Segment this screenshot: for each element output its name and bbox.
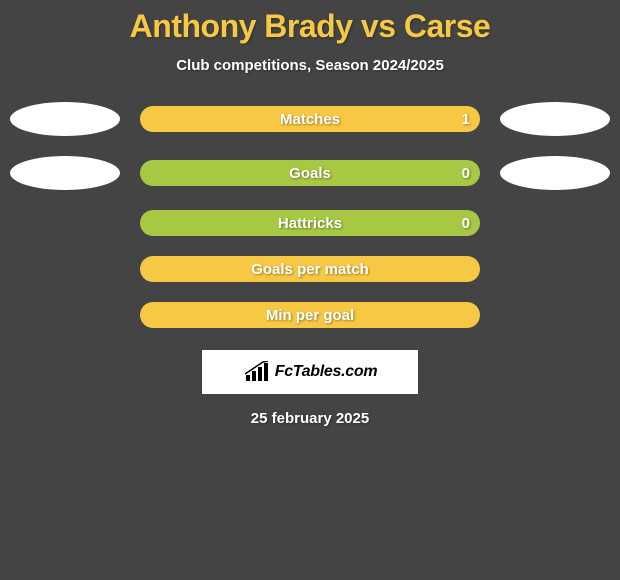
chart-icon (243, 361, 269, 383)
stat-bar: Goals 0 (140, 160, 480, 186)
page-title: Anthony Brady vs Carse (130, 8, 491, 45)
player-ellipse-left (10, 102, 120, 136)
stat-label: Min per goal (266, 307, 354, 324)
stats-list: Matches 1 Goals 0 Hattricks 0 Goals per match M… (60, 102, 560, 348)
stat-label: Hattricks (278, 215, 342, 232)
subtitle: Club competitions, Season 2024/2025 (176, 57, 444, 74)
stat-bar: Goals per match (140, 256, 480, 282)
player-ellipse-left (10, 156, 120, 190)
stat-value: 0 (462, 215, 470, 232)
stat-row: Matches 1 (60, 102, 560, 136)
attribution-box: FcTables.com (202, 350, 418, 394)
stat-bar: Min per goal (140, 302, 480, 328)
stat-row: Min per goal (60, 302, 560, 328)
stat-label: Matches (280, 111, 340, 128)
attribution-text: FcTables.com (275, 363, 378, 381)
player-ellipse-right (500, 102, 610, 136)
stat-value: 1 (462, 111, 470, 128)
stat-bar: Hattricks 0 (140, 210, 480, 236)
stat-label: Goals per match (251, 261, 369, 278)
stat-row: Hattricks 0 (60, 210, 560, 236)
stat-bar: Matches 1 (140, 106, 480, 132)
date-label: 25 february 2025 (251, 410, 369, 427)
player-ellipse-right (500, 156, 610, 190)
stat-row: Goals per match (60, 256, 560, 282)
stat-row: Goals 0 (60, 156, 560, 190)
main-container: Anthony Brady vs Carse Club competitions… (0, 0, 620, 427)
stat-value: 0 (462, 165, 470, 182)
stat-label: Goals (289, 165, 331, 182)
